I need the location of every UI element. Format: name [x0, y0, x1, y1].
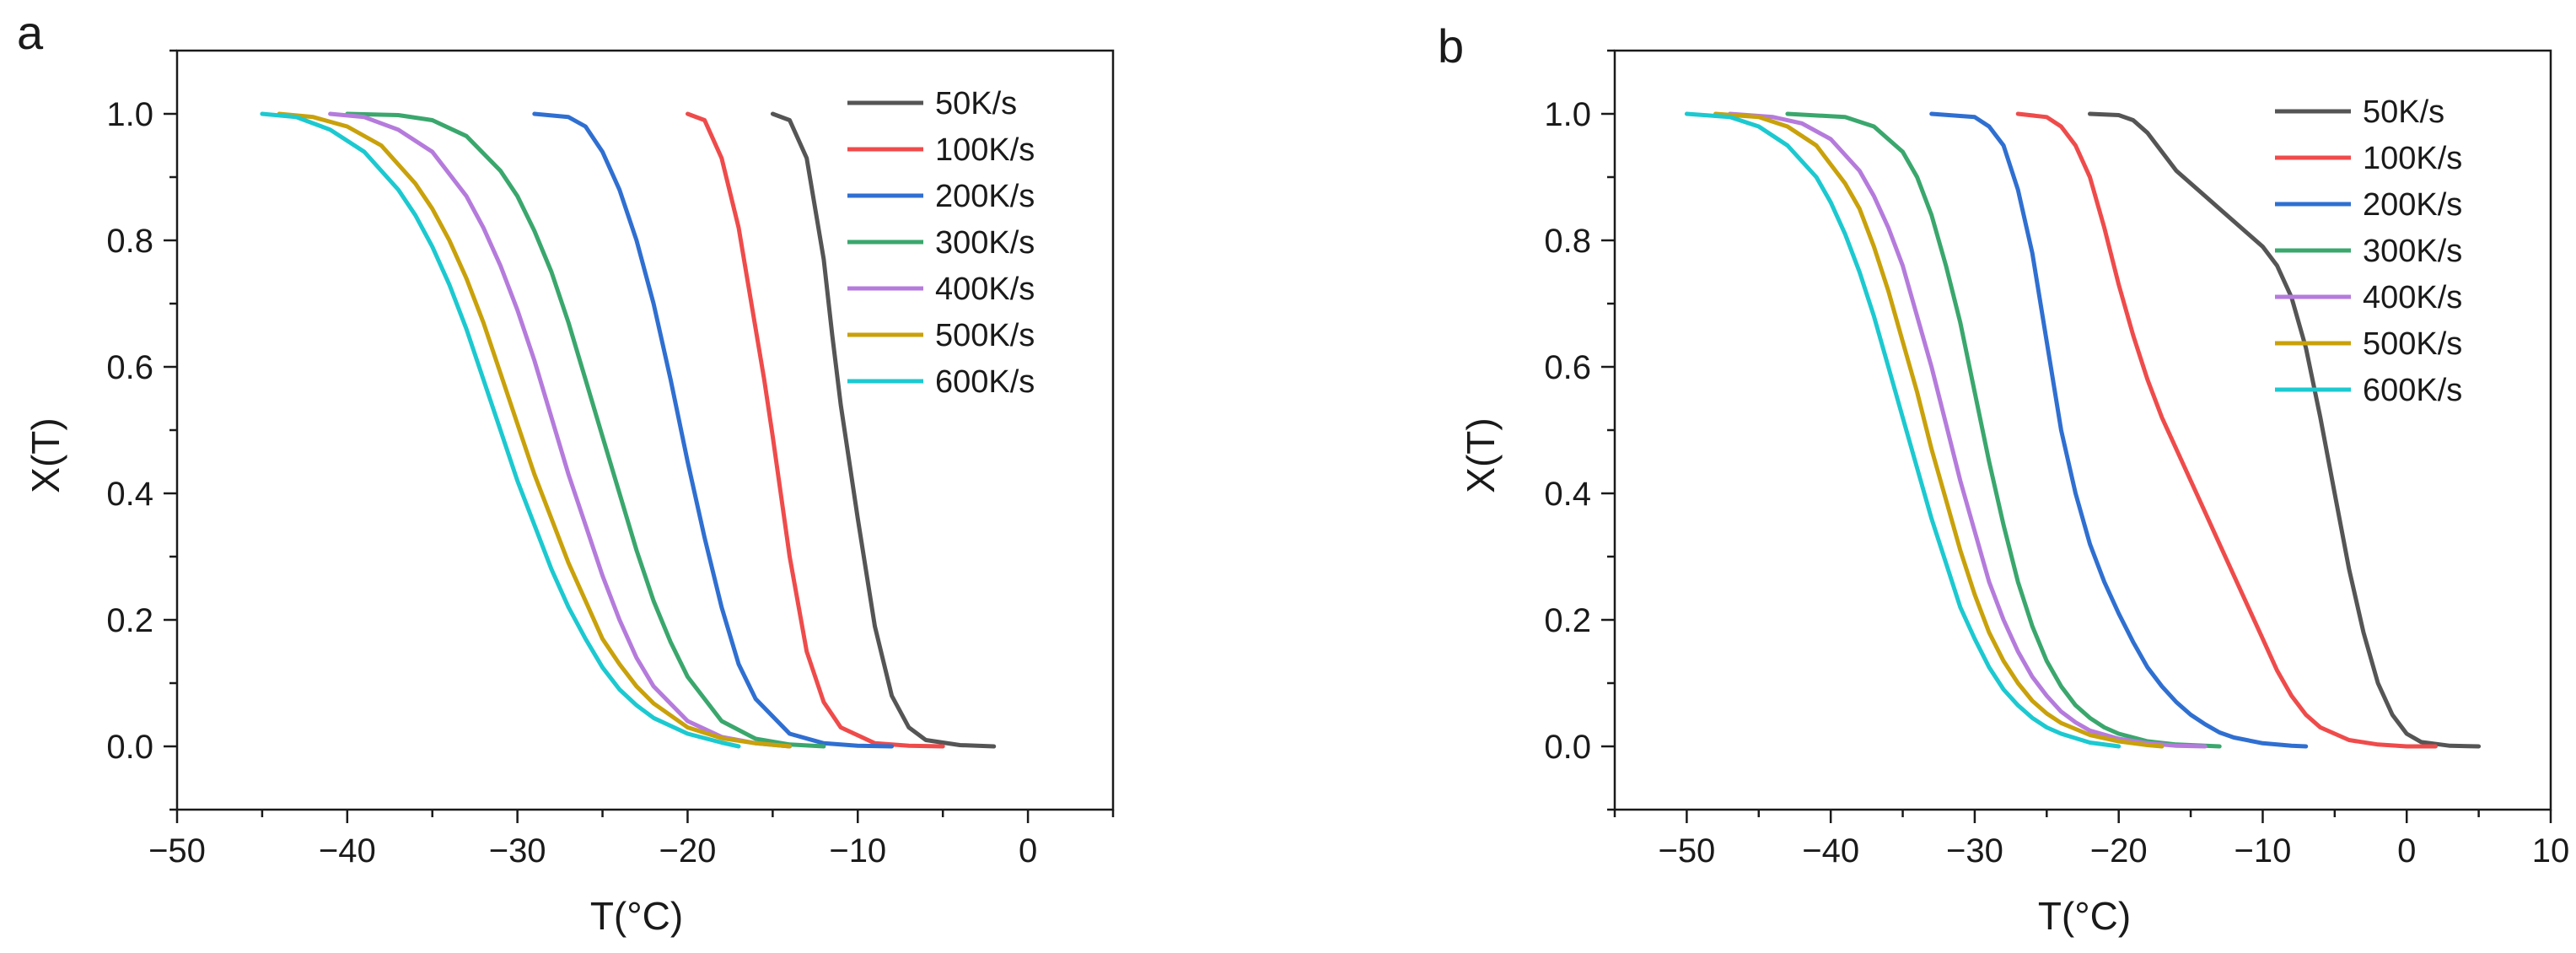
y-axis-title-b: X(T) [1459, 417, 1503, 493]
y-tick-label-a: 0.4 [106, 476, 153, 513]
series-group-b [1684, 111, 2482, 749]
y-tick-label-a: 0.0 [106, 729, 153, 766]
legend-label-b: 50K/s [2363, 94, 2444, 130]
legend-label-a: 200K/s [935, 179, 1035, 214]
x-axis-title-b: T(°C) [2038, 894, 2131, 938]
legend-label-a: 500K/s [935, 318, 1035, 353]
legend-label-a: 400K/s [935, 272, 1035, 307]
legend-label-b: 200K/s [2363, 187, 2462, 223]
x-tick-label-a: 0 [1019, 832, 1037, 870]
x-tick-label-a: −40 [319, 832, 376, 870]
series-line-a-50K-s [770, 111, 997, 749]
series-line-a-200K-s [532, 111, 895, 749]
plot-area-b: −50 −40 −30 −20 −10 0 10 0.0 0.2 0.4 0.6 0.8 1.0 50K/… [1544, 49, 2570, 870]
legend-label-a: 300K/s [935, 225, 1035, 261]
x-tick-label-a: −20 [659, 832, 717, 870]
legend-label-a: 100K/s [935, 132, 1035, 168]
y-tick-label-a: 0.8 [106, 223, 153, 260]
x-tick-label-b: −30 [1946, 832, 2003, 870]
x-tick-label-a: −10 [829, 832, 886, 870]
x-tick-label-a: −30 [489, 832, 546, 870]
series-group-a [260, 111, 997, 749]
series-line-b-300K-s [1785, 111, 2222, 749]
series-line-b-200K-s [1929, 111, 2309, 749]
series-line-a-300K-s [345, 111, 826, 749]
legend-label-b: 500K/s [2363, 326, 2462, 362]
y-tick-label-a: 0.2 [106, 602, 153, 639]
x-tick-label-b: 0 [2397, 832, 2416, 870]
panel-a: a −50 −40 −30 −20 −10 0 0.0 0.2 0.4 0.6 0.8 1.0 50K/… [17, 6, 1115, 938]
y-tick-label-b: 0.4 [1544, 476, 1591, 513]
x-tick-label-b: −20 [2090, 832, 2148, 870]
y-tick-label-b: 0.0 [1544, 729, 1591, 766]
series-line-a-500K-s [277, 111, 792, 749]
y-tick-label-b: 0.8 [1544, 223, 1591, 260]
legend-label-a: 50K/s [935, 86, 1017, 121]
panel-label-a: a [17, 6, 44, 59]
x-axis-title-a: T(°C) [590, 894, 683, 938]
x-tick-label-b: −10 [2235, 832, 2292, 870]
legend-label-b: 300K/s [2363, 234, 2462, 269]
series-line-a-400K-s [328, 111, 792, 749]
y-tick-label-b: 0.6 [1544, 349, 1591, 386]
series-line-b-600K-s [1684, 111, 2122, 749]
series-line-b-400K-s [1728, 111, 2208, 749]
y-tick-label-a: 0.6 [106, 349, 153, 386]
panel-b: b −50 −40 −30 −20 −10 0 10 0.0 0.2 0.4 0.6 0.8 1.0 50… [1438, 19, 2569, 938]
series-line-a-100K-s [686, 111, 945, 749]
x-tick-label-b: −40 [1802, 832, 1859, 870]
legend-a: 50K/s 100K/s 200K/s 300K/s 400K/s 500K/s 600K/… [847, 86, 1035, 400]
legend-b: 50K/s 100K/s 200K/s 300K/s 400K/s 500K/s 600K/… [2275, 94, 2462, 408]
series-line-a-600K-s [260, 111, 741, 749]
x-tick-label-b: −50 [1658, 832, 1715, 870]
series-line-b-50K-s [2088, 111, 2482, 749]
x-tick-label-b: 10 [2532, 832, 2570, 870]
x-tick-label-a: −50 [148, 832, 206, 870]
y-tick-label-b: 0.2 [1544, 602, 1591, 639]
legend-label-b: 100K/s [2363, 141, 2462, 176]
legend-label-a: 600K/s [935, 364, 1035, 400]
legend-label-b: 600K/s [2363, 373, 2462, 408]
y-tick-label-a: 1.0 [106, 96, 153, 133]
legend-label-b: 400K/s [2363, 280, 2462, 315]
panel-label-b: b [1438, 19, 1464, 73]
series-line-b-100K-s [2015, 111, 2438, 749]
y-axis-title-a: X(T) [24, 417, 67, 493]
series-line-b-500K-s [1713, 111, 2165, 749]
y-tick-label-b: 1.0 [1544, 96, 1591, 133]
plot-area-a: −50 −40 −30 −20 −10 0 0.0 0.2 0.4 0.6 0.8 1.0 50K/s 1… [106, 49, 1115, 870]
